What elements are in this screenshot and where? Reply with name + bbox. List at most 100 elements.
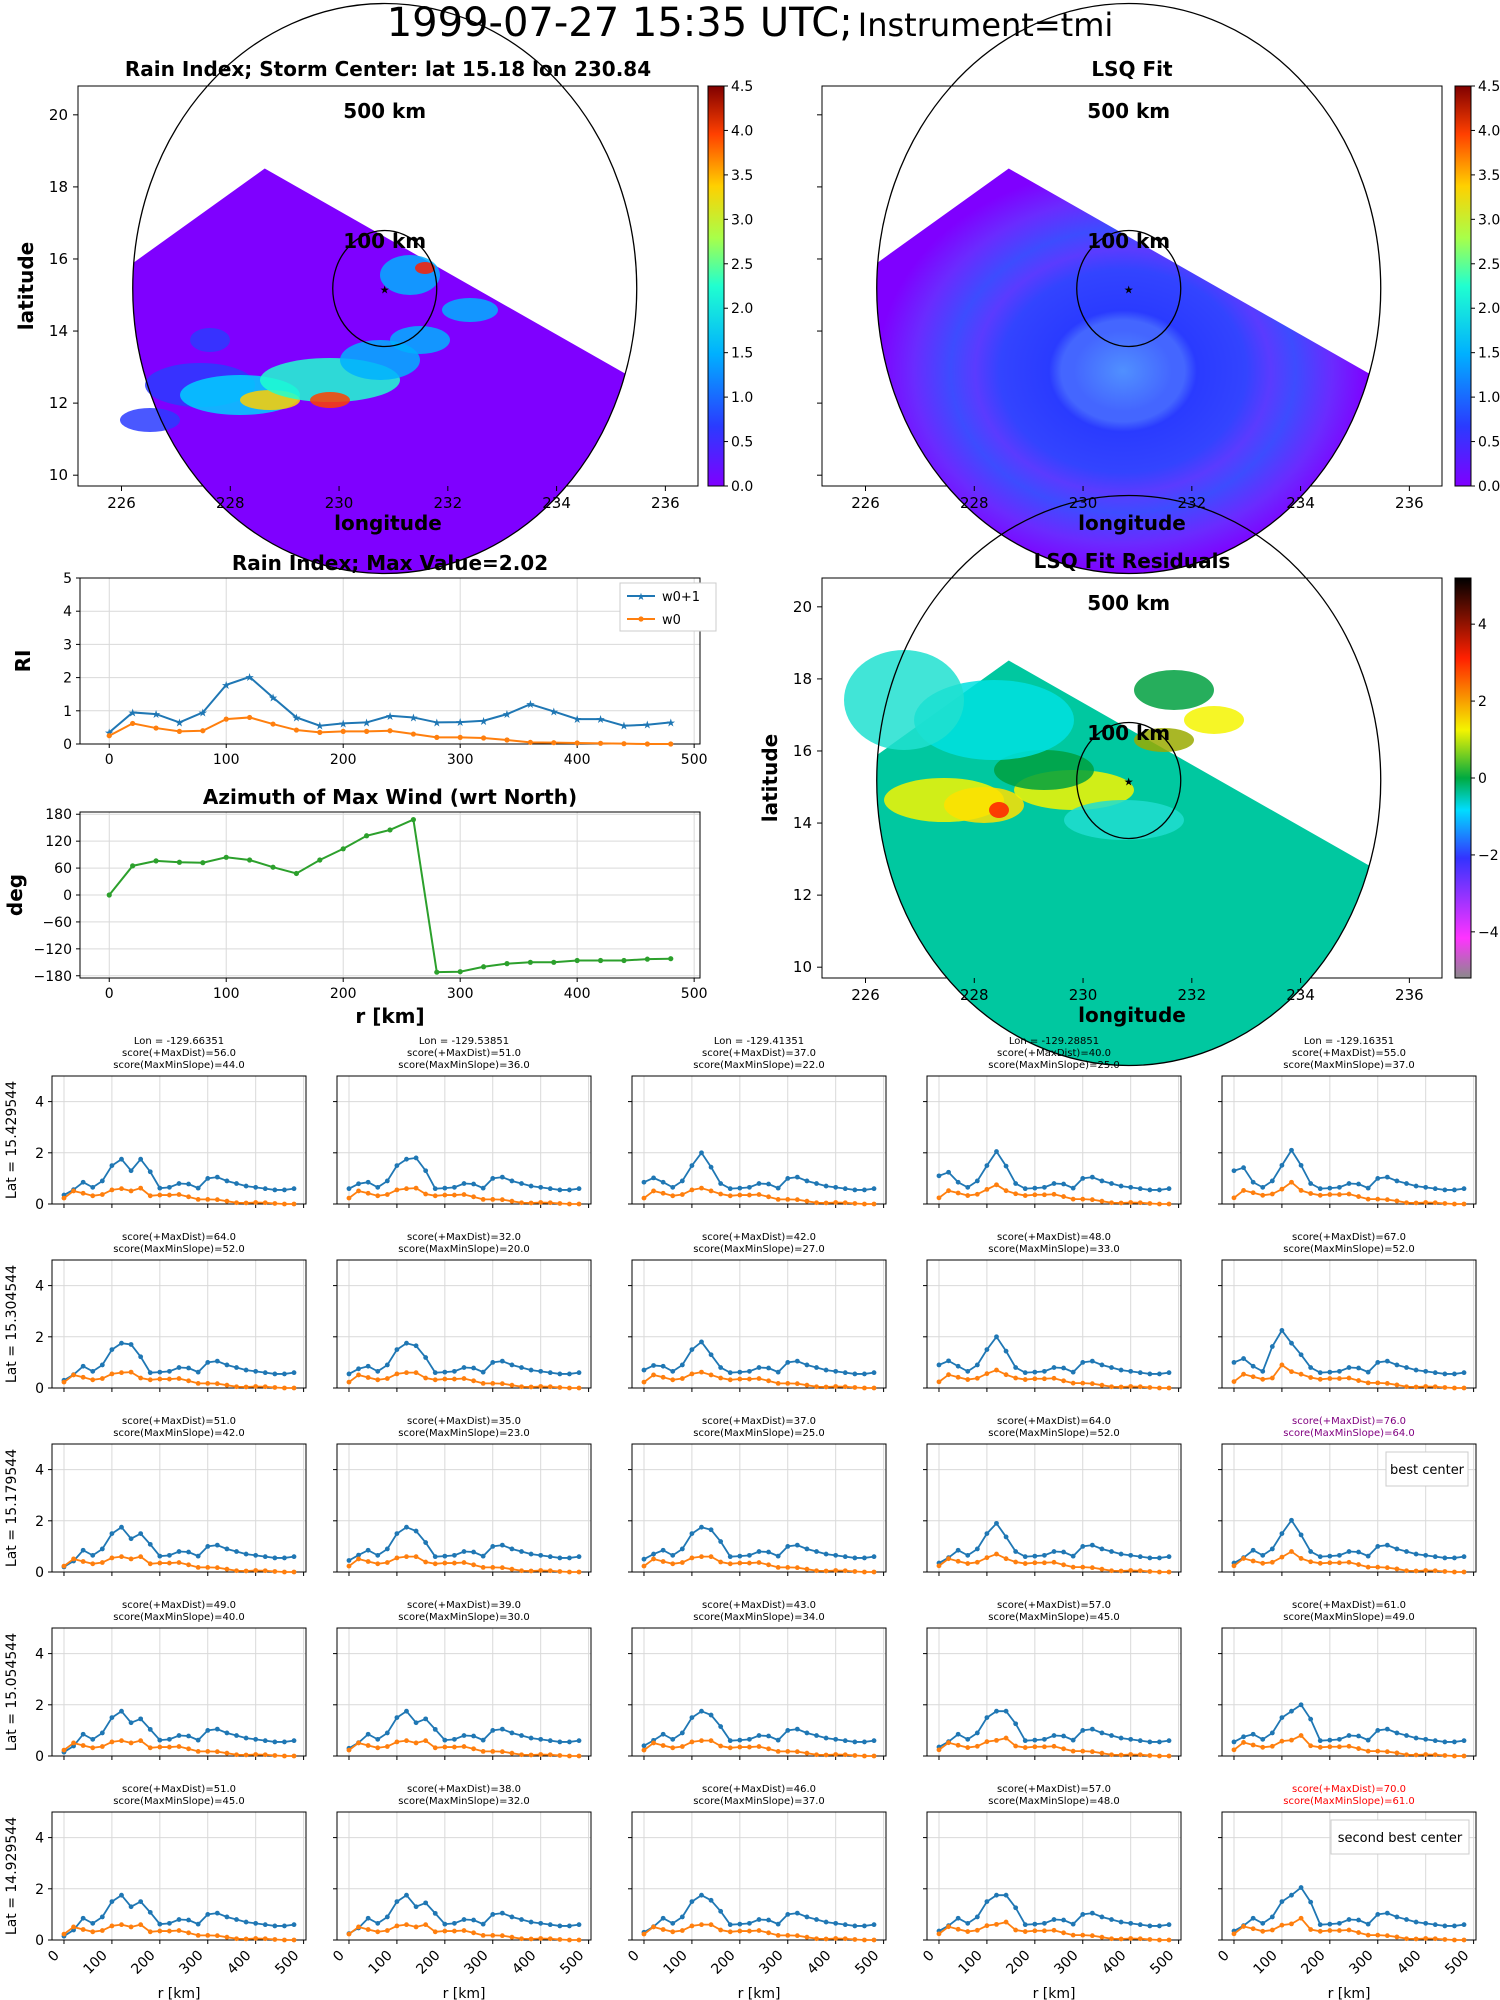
data-point (1356, 1746, 1361, 1751)
data-point (243, 1568, 249, 1574)
data-point (747, 1744, 752, 1750)
data-point (270, 864, 276, 870)
data-point (1279, 1715, 1285, 1720)
data-point (1166, 1569, 1172, 1575)
data-point (994, 1921, 999, 1927)
data-point (195, 1737, 201, 1743)
data-point (147, 1541, 153, 1547)
data-point (519, 1936, 524, 1942)
y-tick-label: 4 (35, 1647, 44, 1663)
data-point: ★ (666, 716, 676, 729)
data-point (641, 1179, 647, 1185)
data-point (452, 1560, 457, 1566)
x-tick-label: 300 (447, 752, 474, 768)
data-point (1137, 1554, 1143, 1560)
residual-cell (1134, 670, 1214, 710)
data-point (670, 1184, 676, 1190)
data-point (871, 1753, 877, 1759)
colorbar-tick-label: 0 (1478, 771, 1487, 787)
data-point (106, 733, 112, 739)
data-point (955, 1731, 961, 1737)
data-point (394, 1163, 400, 1168)
data-point (272, 1937, 278, 1942)
data-point (1241, 1165, 1246, 1171)
data-point (1231, 1563, 1237, 1569)
data-point (262, 1370, 268, 1376)
grid-cell-r4c0-frame (51, 1811, 307, 1941)
data-point (955, 1558, 961, 1564)
data-point (80, 1179, 86, 1185)
data-point (253, 1568, 259, 1573)
data-point (1356, 1562, 1361, 1567)
data-point (490, 1748, 496, 1754)
data-point (272, 1923, 278, 1929)
x-tick-label: 0 (920, 1948, 938, 1966)
data-point: ★ (291, 711, 301, 724)
data-point (936, 1379, 942, 1385)
data-point (1137, 1936, 1143, 1942)
data-point (282, 1937, 287, 1943)
data-point (413, 1370, 419, 1376)
data-point (1128, 1384, 1134, 1389)
storm-center-icon: ★ (1124, 776, 1134, 789)
data-point (499, 1726, 505, 1732)
data-point (718, 1927, 724, 1933)
data-point (147, 1377, 153, 1383)
data-point (413, 1924, 419, 1930)
data-point (1013, 1721, 1019, 1727)
data-point (452, 1928, 457, 1934)
data-point (1147, 1923, 1153, 1929)
data-point (404, 1708, 409, 1714)
data-point (1166, 1554, 1172, 1560)
data-point (1346, 1733, 1352, 1738)
data-point (814, 1549, 819, 1554)
data-point (1461, 1937, 1467, 1943)
data-point (775, 1185, 781, 1191)
x-tick-label: 232 (434, 494, 463, 512)
data-point (804, 1914, 810, 1920)
data-point (936, 1563, 942, 1569)
data-point (1070, 1553, 1076, 1559)
data-point (1337, 1184, 1342, 1190)
data-point (1250, 1915, 1256, 1921)
residual-cell (989, 802, 1009, 818)
data-point (1327, 1560, 1333, 1566)
data-point (1404, 1200, 1409, 1206)
data-point (147, 1169, 153, 1175)
data-point (186, 1194, 191, 1200)
x-tick-label: 400 (804, 1948, 834, 1978)
data-point (365, 1743, 371, 1748)
data-point (1070, 1564, 1076, 1570)
colorbar-tick-label: 0.5 (1478, 435, 1500, 451)
data-point (1061, 1181, 1066, 1187)
data-point (1166, 1753, 1172, 1759)
data-point (1452, 1923, 1457, 1929)
data-point (804, 1750, 810, 1756)
data-point (499, 1197, 505, 1203)
data-point (509, 1934, 515, 1940)
data-point (718, 1365, 724, 1370)
data-point (499, 1381, 505, 1387)
grid-cell-r1c2-frame (631, 1259, 887, 1389)
data-point (1231, 1931, 1237, 1937)
data-point (1260, 1552, 1266, 1558)
grid-cell-r2c2-frame (631, 1443, 887, 1573)
data-point (842, 1738, 848, 1744)
data-point (1404, 1752, 1409, 1758)
data-point (1269, 1191, 1275, 1197)
data-point: ★ (174, 716, 184, 729)
data-point (1051, 1181, 1057, 1186)
data-point (737, 1737, 743, 1743)
data-point (775, 1748, 781, 1754)
data-point (346, 1195, 352, 1201)
x-tick-label: 500 (1147, 1948, 1177, 1978)
y-tick-label: 0 (63, 888, 72, 904)
rain-index-chart-frame (79, 577, 701, 745)
data-point (186, 1181, 191, 1187)
data-point (936, 1173, 942, 1179)
data-point (432, 1745, 438, 1751)
data-point (946, 1740, 951, 1746)
data-point (1051, 1375, 1057, 1381)
y-tick-label: 0 (35, 1933, 44, 1949)
data-point (119, 1922, 124, 1928)
